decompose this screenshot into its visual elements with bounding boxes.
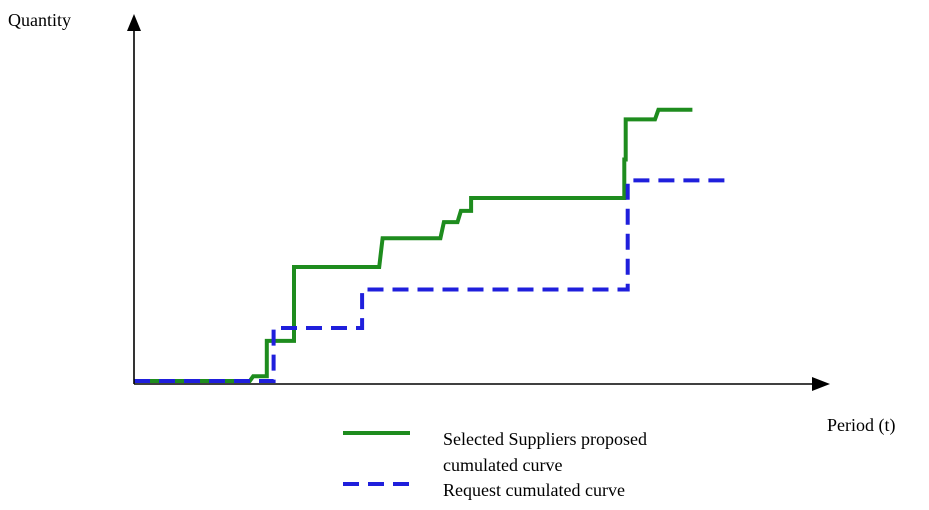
- x-axis-label: Period (t): [827, 415, 895, 436]
- legend-label-suppliers-line2: cumulated curve: [443, 455, 562, 475]
- y-axis-arrow-icon: [127, 14, 141, 31]
- legend-label-suppliers-line1: Selected Suppliers proposed: [443, 429, 647, 449]
- axes: [127, 14, 830, 391]
- y-axis-label: Quantity: [8, 10, 71, 30]
- series-line-suppliers: [134, 107, 693, 383]
- x-axis-arrow-icon: [812, 377, 830, 391]
- series-line-request: [134, 178, 727, 383]
- legend-label-request: Request cumulated curve: [443, 480, 625, 500]
- legend: Selected Suppliers proposed cumulated cu…: [343, 429, 647, 500]
- series-layer: [134, 107, 727, 383]
